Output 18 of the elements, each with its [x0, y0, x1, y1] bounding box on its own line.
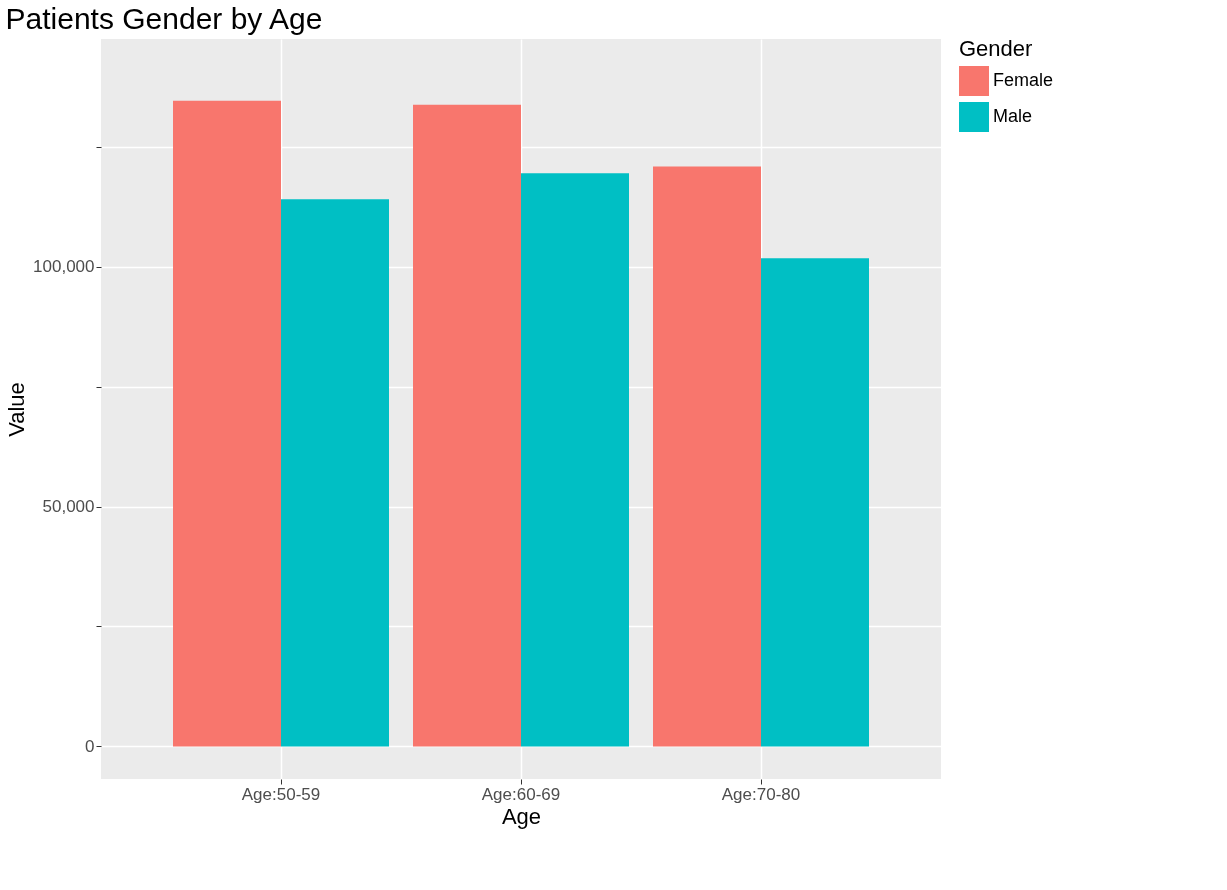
legend-title: Gender	[959, 36, 1033, 61]
bar	[173, 100, 281, 747]
bar	[413, 104, 521, 747]
x-tick-label: Age:60-69	[481, 784, 561, 804]
bar	[761, 258, 869, 747]
chart-title: Patients Gender by Age	[5, 2, 323, 35]
x-tick-label: Age:50-59	[241, 784, 321, 804]
x-axis-title: Age	[501, 803, 542, 829]
bar	[521, 173, 629, 747]
legend-label: Male	[993, 106, 1033, 126]
y-tick-label: 50,000	[42, 497, 95, 517]
x-tick-label: Age:70-80	[721, 784, 801, 804]
y-axis-title: Value	[4, 382, 30, 437]
bar	[281, 199, 389, 747]
y-tick-label: 100,000	[33, 257, 95, 277]
y-tick-label: 0	[85, 736, 95, 756]
bar	[653, 166, 761, 747]
legend-label: Female	[993, 70, 1054, 90]
